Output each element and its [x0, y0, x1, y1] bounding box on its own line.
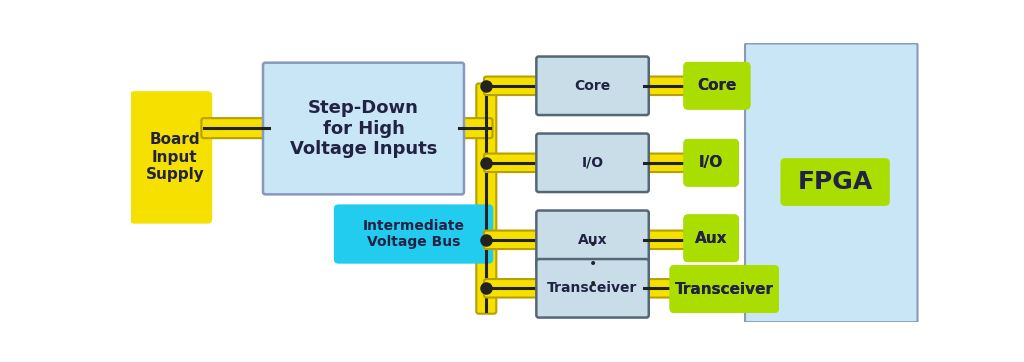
FancyBboxPatch shape — [484, 153, 544, 172]
Text: Core: Core — [574, 79, 610, 93]
Text: Board
Input
Supply: Board Input Supply — [145, 132, 204, 182]
FancyBboxPatch shape — [642, 76, 727, 95]
Text: Aux: Aux — [578, 233, 607, 247]
FancyBboxPatch shape — [484, 279, 544, 298]
FancyBboxPatch shape — [263, 63, 464, 194]
FancyBboxPatch shape — [457, 118, 493, 138]
FancyBboxPatch shape — [683, 62, 751, 110]
Text: FPGA: FPGA — [798, 170, 872, 194]
FancyBboxPatch shape — [745, 43, 918, 322]
Text: Step-Down
for High
Voltage Inputs: Step-Down for High Voltage Inputs — [290, 99, 437, 158]
Text: Transceiver: Transceiver — [548, 281, 638, 295]
Text: Transceiver: Transceiver — [675, 282, 774, 296]
Text: Core: Core — [697, 78, 736, 93]
Text: Core: Core — [697, 78, 736, 93]
FancyBboxPatch shape — [642, 279, 734, 298]
Text: I/O: I/O — [699, 155, 723, 170]
FancyBboxPatch shape — [484, 76, 544, 95]
FancyBboxPatch shape — [683, 62, 751, 110]
FancyBboxPatch shape — [670, 265, 779, 313]
FancyBboxPatch shape — [537, 259, 649, 317]
Text: I/O: I/O — [699, 155, 723, 170]
FancyBboxPatch shape — [130, 91, 212, 224]
FancyBboxPatch shape — [476, 84, 497, 314]
FancyBboxPatch shape — [537, 134, 649, 192]
FancyBboxPatch shape — [202, 118, 271, 138]
Text: •
•
•: • • • — [589, 237, 597, 291]
FancyBboxPatch shape — [670, 265, 779, 313]
FancyBboxPatch shape — [642, 231, 721, 249]
Text: Aux: Aux — [695, 231, 727, 246]
FancyBboxPatch shape — [683, 139, 739, 187]
FancyBboxPatch shape — [683, 214, 739, 262]
FancyBboxPatch shape — [780, 158, 890, 206]
FancyBboxPatch shape — [642, 153, 721, 172]
FancyBboxPatch shape — [683, 139, 739, 187]
FancyBboxPatch shape — [334, 205, 494, 264]
Text: Intermediate
Voltage Bus: Intermediate Voltage Bus — [362, 219, 465, 249]
Text: Aux: Aux — [695, 231, 727, 246]
FancyBboxPatch shape — [537, 211, 649, 269]
Text: Transceiver: Transceiver — [675, 282, 774, 296]
Text: I/O: I/O — [582, 156, 603, 170]
FancyBboxPatch shape — [683, 214, 739, 262]
FancyBboxPatch shape — [537, 56, 649, 115]
FancyBboxPatch shape — [484, 231, 544, 249]
